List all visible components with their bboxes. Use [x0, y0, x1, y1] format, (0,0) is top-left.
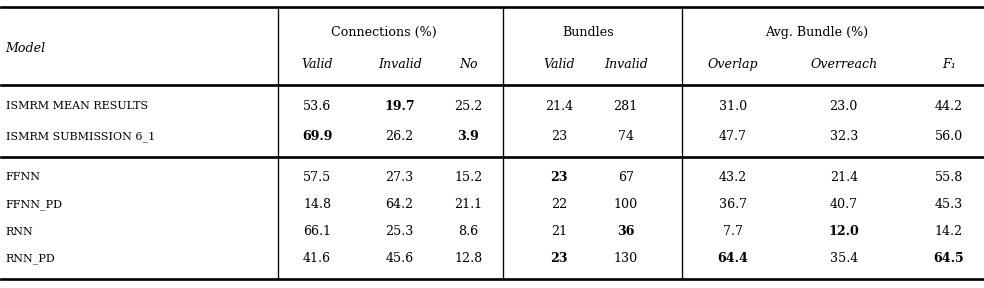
Text: 100: 100: [613, 198, 638, 211]
Text: 43.2: 43.2: [718, 171, 747, 184]
Text: 23: 23: [550, 253, 568, 266]
Text: Model: Model: [6, 42, 45, 55]
Text: 64.2: 64.2: [386, 198, 413, 211]
Text: 281: 281: [613, 100, 638, 113]
Text: 67: 67: [618, 171, 634, 184]
Text: 130: 130: [613, 253, 638, 266]
Text: 41.6: 41.6: [303, 253, 331, 266]
Text: 23.0: 23.0: [830, 100, 858, 113]
Text: RNN: RNN: [6, 227, 33, 237]
Text: 14.8: 14.8: [303, 198, 332, 211]
Text: Bundles: Bundles: [563, 26, 614, 39]
Text: 15.2: 15.2: [455, 171, 482, 184]
Text: 21: 21: [551, 225, 567, 238]
Text: 7.7: 7.7: [723, 225, 743, 238]
Text: Avg. Bundle (%): Avg. Bundle (%): [765, 26, 868, 39]
Text: 21.4: 21.4: [545, 100, 573, 113]
Text: ISMRM MEAN RESULTS: ISMRM MEAN RESULTS: [6, 101, 148, 111]
Text: 36.7: 36.7: [718, 198, 747, 211]
Text: 12.8: 12.8: [455, 253, 482, 266]
Text: 44.2: 44.2: [935, 100, 963, 113]
Text: 27.3: 27.3: [386, 171, 413, 184]
Text: No: No: [460, 58, 477, 71]
Text: 53.6: 53.6: [303, 100, 332, 113]
Text: FFNN_PD: FFNN_PD: [6, 199, 63, 210]
Text: Invalid: Invalid: [604, 58, 647, 71]
Text: FFNN: FFNN: [6, 172, 40, 182]
Text: 23: 23: [550, 171, 568, 184]
Text: 3.9: 3.9: [458, 130, 479, 143]
Text: 35.4: 35.4: [830, 253, 858, 266]
Text: 8.6: 8.6: [459, 225, 478, 238]
Text: 55.8: 55.8: [935, 171, 963, 184]
Text: 14.2: 14.2: [935, 225, 963, 238]
Text: 26.2: 26.2: [386, 130, 413, 143]
Text: 45.6: 45.6: [386, 253, 413, 266]
Text: 64.5: 64.5: [934, 253, 964, 266]
Text: 56.0: 56.0: [935, 130, 963, 143]
Text: 32.3: 32.3: [830, 130, 858, 143]
Text: Overlap: Overlap: [707, 58, 758, 71]
Text: 19.7: 19.7: [385, 100, 415, 113]
Text: 36: 36: [617, 225, 635, 238]
Text: 40.7: 40.7: [830, 198, 858, 211]
Text: RNN_PD: RNN_PD: [6, 254, 55, 264]
Text: Valid: Valid: [543, 58, 575, 71]
Text: 69.9: 69.9: [302, 130, 333, 143]
Text: 23: 23: [551, 130, 567, 143]
Text: ISMRM SUBMISSION 6_1: ISMRM SUBMISSION 6_1: [6, 132, 154, 142]
Text: 22: 22: [551, 198, 567, 211]
Text: F₁: F₁: [942, 58, 955, 71]
Text: Overreach: Overreach: [810, 58, 878, 71]
Text: 21.4: 21.4: [830, 171, 858, 184]
Text: Valid: Valid: [301, 58, 333, 71]
Text: 21.1: 21.1: [455, 198, 482, 211]
Text: 74: 74: [618, 130, 634, 143]
Text: 12.0: 12.0: [829, 225, 859, 238]
Text: Connections (%): Connections (%): [331, 26, 437, 39]
Text: 45.3: 45.3: [935, 198, 963, 211]
Text: 25.2: 25.2: [455, 100, 482, 113]
Text: Invalid: Invalid: [378, 58, 421, 71]
Text: 31.0: 31.0: [718, 100, 747, 113]
Text: 57.5: 57.5: [303, 171, 332, 184]
Text: 66.1: 66.1: [303, 225, 331, 238]
Text: 47.7: 47.7: [718, 130, 747, 143]
Text: 25.3: 25.3: [386, 225, 414, 238]
Text: 64.4: 64.4: [717, 253, 748, 266]
